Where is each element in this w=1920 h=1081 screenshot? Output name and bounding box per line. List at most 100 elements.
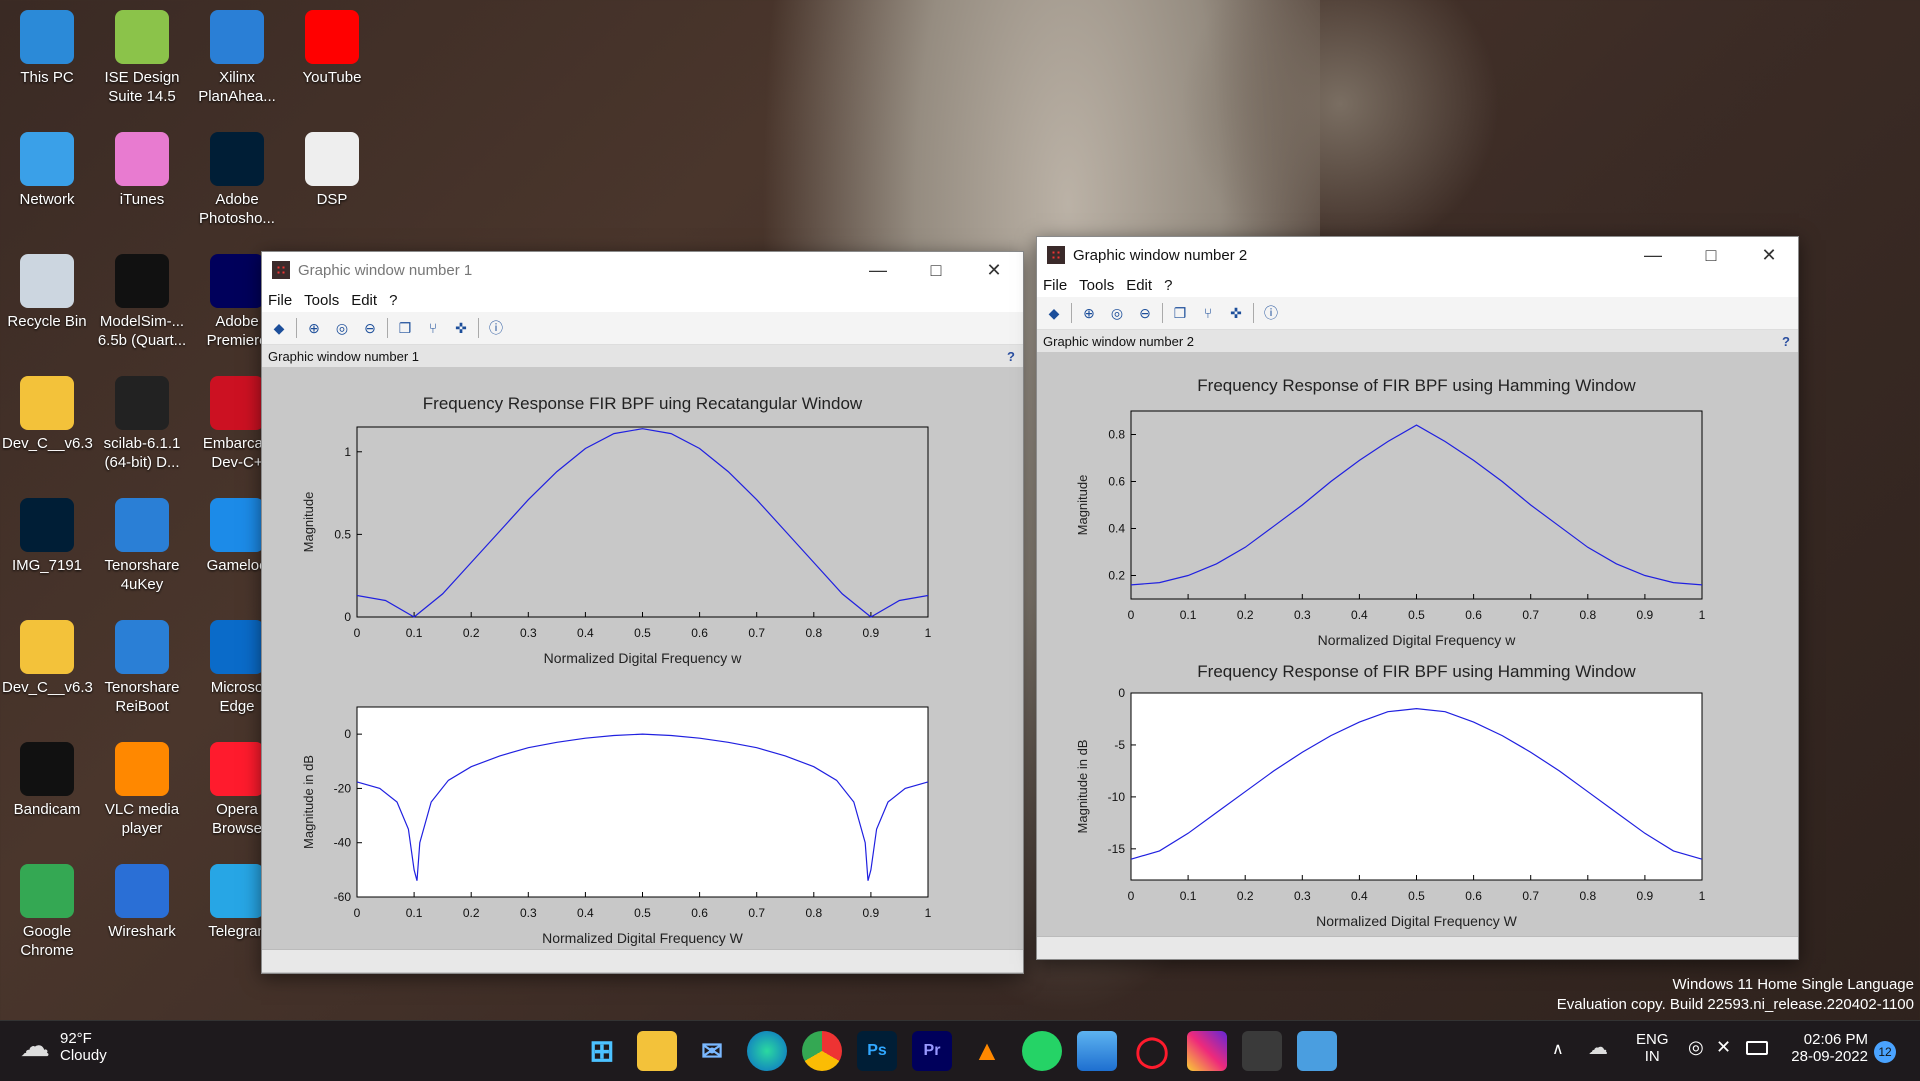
premiere-icon[interactable]: Pr	[912, 1031, 952, 1071]
x-tick-label: 0.8	[1579, 889, 1596, 903]
desktop-icon[interactable]: Network	[2, 132, 92, 209]
onedrive-icon[interactable]: ☁	[1588, 1037, 1608, 1059]
menu-file[interactable]: File	[268, 291, 293, 309]
help-icon[interactable]: ⓘ	[489, 320, 503, 336]
photos-icon[interactable]	[1077, 1031, 1117, 1071]
chart-title: Frequency Response FIR BPF uing Recatang…	[423, 394, 863, 413]
desktop-icon[interactable]: Bandicam	[2, 742, 92, 819]
window-2-titlebar[interactable]: Graphic window number 2 — □ ✕	[1037, 237, 1798, 273]
language-indicator[interactable]: ENG IN	[1636, 1031, 1669, 1065]
chrome-icon[interactable]	[802, 1031, 842, 1071]
menu-tools[interactable]: Tools	[1079, 276, 1115, 294]
desktop-icon[interactable]: IMG_7191	[2, 498, 92, 575]
desktop-icon[interactable]: scilab-6.1.1 (64-bit) D...	[97, 376, 187, 472]
window-1-subtitle-text: Graphic window number 1	[268, 348, 420, 364]
network-icon[interactable]: ◎	[1688, 1037, 1704, 1057]
desktop-icon[interactable]: ISE Design Suite 14.5	[97, 10, 187, 106]
menu-help[interactable]: ?	[1164, 276, 1173, 294]
close-button[interactable]: ✕	[1761, 244, 1777, 265]
help-question-icon[interactable]: ?	[1782, 333, 1790, 349]
datatip-icon[interactable]: ◆	[1048, 304, 1060, 321]
desktop-icon[interactable]: iTunes	[97, 132, 187, 209]
menu-help[interactable]: ?	[389, 291, 398, 309]
clock[interactable]: 02:06 PM 28-09-2022	[1784, 1031, 1868, 1065]
zoom-out-icon[interactable]: ⊖	[1139, 304, 1151, 321]
menu-edit[interactable]: Edit	[351, 291, 378, 309]
desktop-icon[interactable]: Dev_C__v6.3	[2, 620, 93, 697]
window-1-titlebar[interactable]: Graphic window number 1 — □ ✕	[262, 252, 1023, 288]
desktop-icon[interactable]: Dev_C__v6.3	[2, 376, 93, 453]
start-icon[interactable]: ⊞	[589, 1034, 615, 1068]
rotate-icon[interactable]: ⑂	[1203, 305, 1213, 321]
zoom-out-icon[interactable]: ⊖	[364, 319, 376, 336]
photoshop-icon[interactable]: Ps	[857, 1031, 897, 1071]
y-tick-label: -15	[1108, 842, 1126, 856]
desktop-icon[interactable]: Gameloo	[192, 498, 282, 575]
zoom-in-icon[interactable]: ◎	[1110, 304, 1124, 321]
datatip-icon[interactable]: ◆	[273, 319, 285, 336]
notification-badge[interactable]: 12	[1874, 1041, 1896, 1063]
desktop-icon[interactable]: Embarcad Dev-C+	[192, 376, 282, 472]
x-tick-label: 0	[1128, 608, 1135, 622]
weather-widget[interactable]: ☁ 92°F Cloudy	[20, 1029, 107, 1064]
maximize-button[interactable]: □	[1705, 244, 1717, 265]
desktop-icon[interactable]: YouTube	[287, 10, 377, 87]
app-icon	[20, 376, 74, 430]
x-tick-label: 0.3	[1294, 608, 1311, 622]
zoom-icon[interactable]: ⊕	[1083, 304, 1095, 321]
zoom-in-icon[interactable]: ◎	[335, 319, 349, 336]
maximize-button[interactable]: □	[930, 259, 942, 280]
graphic-window-2[interactable]: Graphic window number 2 — □ ✕ File Tools…	[1036, 236, 1799, 960]
x-tick-label: 0.6	[691, 626, 708, 640]
desktop-icon[interactable]: ModelSim-... 6.5b (Quart...	[97, 254, 187, 350]
minimize-button[interactable]: —	[869, 259, 887, 280]
help-question-icon[interactable]: ?	[1007, 348, 1015, 364]
menu-file[interactable]: File	[1043, 276, 1068, 294]
help-icon[interactable]: ⓘ	[1264, 305, 1278, 321]
pan-icon[interactable]: ✜	[455, 319, 467, 336]
instagram-icon[interactable]	[1187, 1031, 1227, 1071]
desktop-icon[interactable]: Microso Edge	[192, 620, 282, 716]
desktop-icon[interactable]: Xilinx PlanAhea...	[192, 10, 282, 106]
desktop-icon[interactable]: Tenorshare ReiBoot	[97, 620, 187, 716]
edge-icon[interactable]	[747, 1031, 787, 1071]
desktop-icon[interactable]: VLC media player	[97, 742, 187, 838]
desktop-icon-label: Tenorshare 4uKey	[104, 557, 180, 593]
y-axis-label: Magnitude	[1075, 475, 1090, 536]
chevron-up-icon[interactable]: ∧	[1552, 1041, 1564, 1058]
desktop-icon[interactable]: Wireshark	[97, 864, 187, 941]
x-tick-label: 0	[1128, 889, 1135, 903]
volume-muted-icon[interactable]: ✕	[1716, 1037, 1732, 1057]
whatsapp-icon[interactable]	[1022, 1031, 1062, 1071]
menu-tools[interactable]: Tools	[304, 291, 340, 309]
y-tick-label: 0.2	[1108, 569, 1125, 583]
mail-icon[interactable]: ✉	[701, 1035, 723, 1066]
desktop-icon[interactable]: Telegran	[192, 864, 282, 941]
desktop-icon[interactable]: Recycle Bin	[2, 254, 92, 331]
scilab-taskbar-icon[interactable]	[1242, 1031, 1282, 1071]
menu-edit[interactable]: Edit	[1126, 276, 1153, 294]
x-tick-label: 0.7	[748, 626, 765, 640]
desktop-icon[interactable]: Adobe Premiere	[192, 254, 282, 350]
rotate-icon[interactable]: ⑂	[428, 320, 438, 336]
battery-icon[interactable]	[1746, 1041, 1768, 1055]
graphic-window-1[interactable]: Graphic window number 1 — □ ✕ File Tools…	[261, 251, 1024, 974]
desktop-icon[interactable]: Adobe Photosho...	[192, 132, 282, 228]
minimize-button[interactable]: —	[1644, 244, 1662, 265]
pan-icon[interactable]: ✜	[1230, 304, 1242, 321]
zoom-icon[interactable]: ⊕	[308, 319, 320, 336]
file-explorer-icon[interactable]	[637, 1031, 677, 1071]
window-icon[interactable]: ❐	[1173, 304, 1187, 321]
desktop-icon[interactable]: Tenorshare 4uKey	[97, 498, 187, 594]
x-axis-label: Normalized Digital Frequency w	[1318, 632, 1517, 648]
desktop-icon[interactable]: Google Chrome	[2, 864, 92, 960]
window-icon[interactable]: ❐	[398, 319, 412, 336]
desktop-icon[interactable]: Opera Browse	[192, 742, 282, 838]
desktop-icon-label: Dev_C__v6.3	[2, 435, 93, 452]
notepad-icon[interactable]	[1297, 1031, 1337, 1071]
desktop-icon[interactable]: This PC	[2, 10, 92, 87]
vlc-icon[interactable]: ▲	[973, 1035, 1001, 1066]
opera-icon[interactable]: ◯	[1135, 1034, 1169, 1068]
close-button[interactable]: ✕	[986, 259, 1002, 280]
desktop-icon[interactable]: DSP	[287, 132, 377, 209]
